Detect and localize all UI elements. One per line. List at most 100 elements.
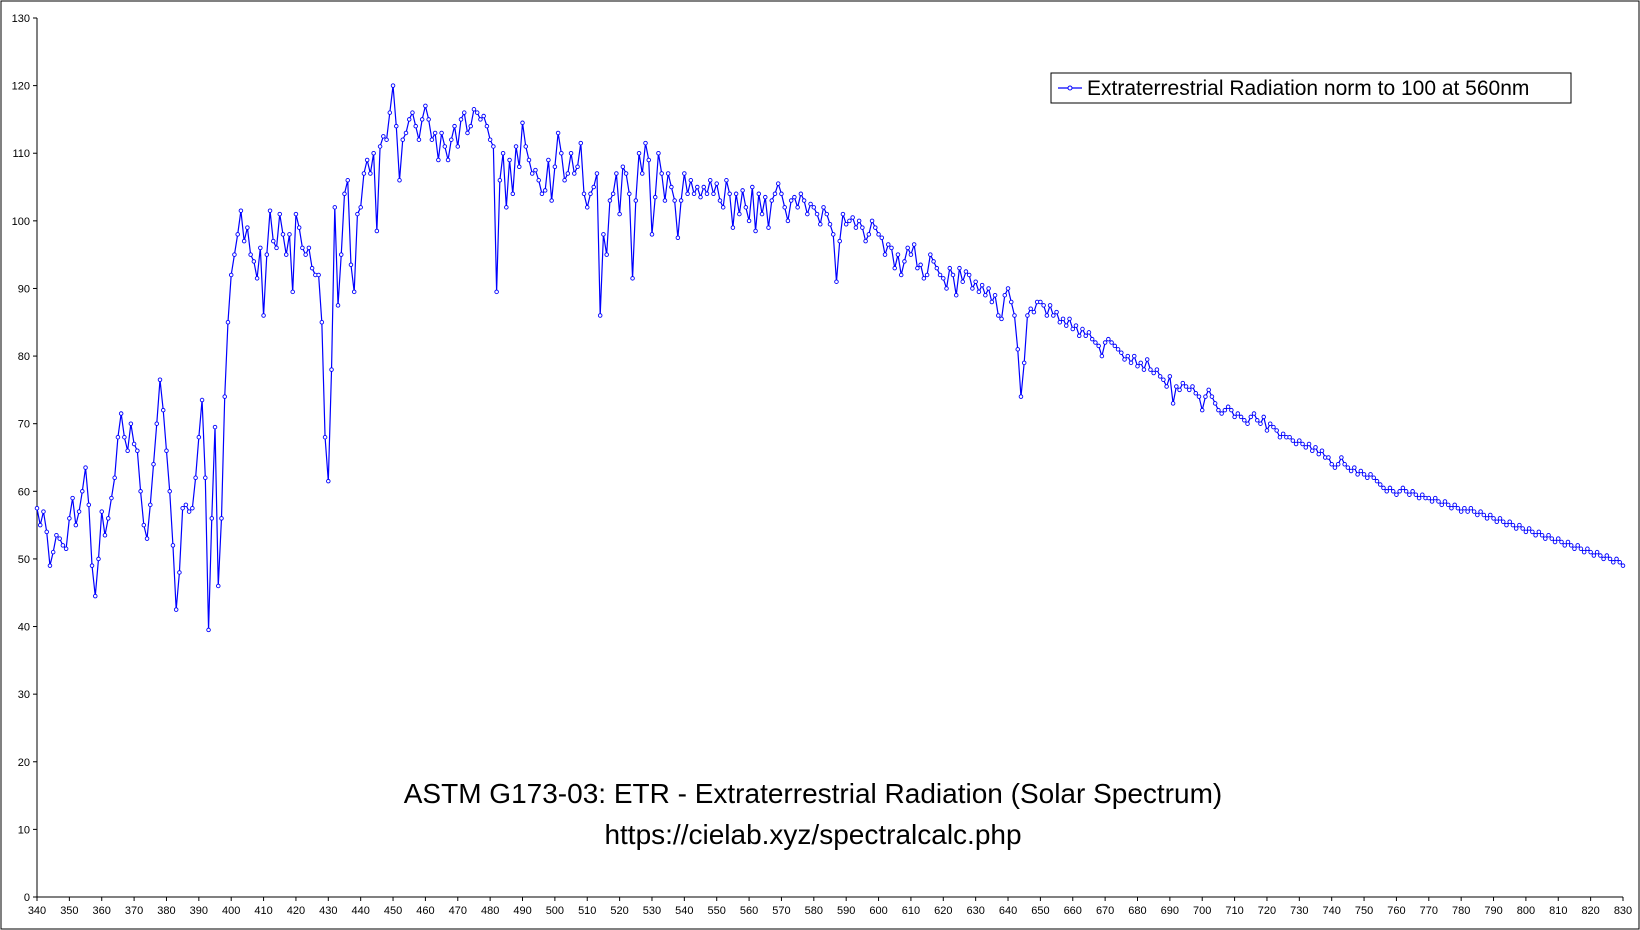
data-point	[614, 171, 619, 176]
data-point	[1319, 448, 1325, 453]
data-point	[1028, 306, 1033, 312]
data-point	[381, 134, 386, 139]
data-point	[484, 123, 490, 129]
data-point	[746, 218, 752, 224]
data-point	[1044, 313, 1050, 318]
x-tick-label: 650	[1031, 905, 1049, 917]
data-point	[1543, 536, 1548, 541]
data-point	[523, 144, 529, 149]
data-point	[1520, 526, 1525, 531]
x-tick-label: 370	[125, 905, 143, 917]
data-point	[594, 171, 600, 176]
data-point	[316, 272, 321, 278]
chart-title-group: ASTM G173-03: ETR - Extraterrestrial Rad…	[404, 778, 1222, 850]
data-point	[277, 211, 283, 217]
data-point	[135, 448, 140, 453]
data-point	[850, 215, 855, 220]
data-point	[542, 188, 548, 193]
x-tick-label: 620	[934, 905, 952, 917]
data-point	[390, 83, 396, 88]
data-point	[1232, 414, 1237, 420]
data-point	[963, 269, 969, 274]
data-point	[701, 184, 707, 190]
data-point	[326, 478, 331, 484]
data-point	[160, 407, 166, 413]
data-point	[1575, 543, 1580, 548]
data-point	[678, 198, 684, 203]
data-point	[1442, 499, 1448, 504]
data-point	[241, 238, 247, 244]
data-point	[814, 211, 820, 217]
y-tick-label: 120	[12, 81, 30, 93]
data-point	[251, 259, 257, 264]
data-point	[193, 475, 198, 481]
data-point	[1206, 387, 1211, 393]
legend-marker	[1067, 85, 1073, 91]
data-point	[1099, 353, 1105, 359]
data-point	[546, 157, 551, 163]
data-point	[572, 171, 577, 176]
data-point	[591, 184, 596, 190]
data-point	[248, 252, 253, 257]
data-point	[1144, 357, 1150, 362]
data-point	[1342, 462, 1347, 467]
data-point	[471, 107, 477, 112]
data-point	[351, 289, 357, 295]
data-point	[274, 245, 279, 251]
y-tick-label: 50	[18, 554, 30, 566]
data-point	[1517, 522, 1522, 528]
data-point	[960, 279, 965, 284]
data-point	[665, 171, 671, 176]
data-point	[235, 232, 240, 237]
data-point	[1594, 549, 1600, 555]
data-point	[1225, 404, 1231, 410]
data-point	[610, 191, 616, 197]
data-point	[643, 140, 648, 146]
data-point	[520, 120, 525, 126]
data-point	[416, 137, 422, 142]
data-point	[750, 184, 755, 190]
data-point	[283, 252, 289, 257]
data-point	[1591, 553, 1597, 558]
data-point	[190, 505, 195, 511]
data-point	[1365, 475, 1370, 481]
data-point	[41, 509, 46, 514]
data-point	[238, 208, 244, 213]
data-point	[1300, 441, 1305, 447]
data-point	[581, 191, 587, 197]
data-point	[1559, 539, 1564, 545]
data-point	[584, 205, 590, 210]
data-point	[1478, 509, 1483, 514]
data-point	[63, 546, 69, 552]
data-point	[1326, 455, 1331, 460]
data-point	[779, 191, 784, 197]
data-point	[597, 313, 603, 318]
data-point	[1335, 462, 1341, 467]
data-point	[785, 218, 791, 224]
y-tick-label: 60	[18, 486, 30, 498]
data-point	[34, 505, 40, 511]
data-point	[529, 171, 535, 176]
data-point	[1135, 363, 1140, 369]
x-tick-label: 740	[1323, 905, 1341, 917]
data-point	[86, 502, 92, 508]
data-point	[1381, 485, 1386, 491]
data-point	[934, 265, 940, 271]
x-tick-label: 380	[157, 905, 175, 917]
data-point	[640, 171, 645, 176]
data-point	[44, 529, 49, 535]
data-point	[157, 377, 163, 382]
data-point	[966, 272, 972, 278]
data-point	[604, 252, 609, 257]
data-point	[199, 397, 205, 403]
data-point	[601, 232, 606, 237]
data-point	[93, 593, 98, 599]
data-point	[627, 191, 632, 197]
data-point	[70, 495, 75, 501]
data-point	[782, 205, 787, 210]
data-point	[481, 113, 486, 119]
data-point	[1578, 546, 1584, 552]
data-point	[1530, 529, 1535, 535]
data-point	[1465, 509, 1470, 514]
data-point	[1222, 407, 1228, 413]
